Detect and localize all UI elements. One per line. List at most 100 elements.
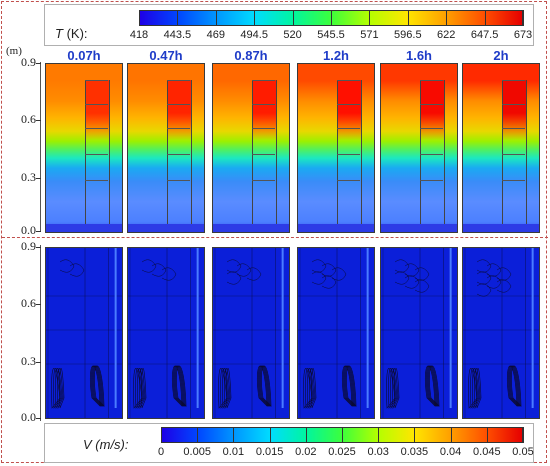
streamline: [394, 368, 400, 409]
velocity-tick-label: 0.03: [367, 446, 389, 458]
velocity-tick-label: 0.01: [222, 446, 245, 458]
velocity-panel: [127, 247, 205, 419]
heater-core: [337, 80, 363, 230]
core-grid-line: [252, 180, 276, 181]
temperature-panel: [127, 63, 205, 233]
streamline: [331, 267, 347, 281]
velocity-legend-title: V (m/s):: [83, 437, 129, 452]
velocity-panel: [212, 247, 290, 419]
core-grid-line: [502, 104, 526, 105]
streamline: [321, 275, 337, 289]
streamline: [404, 275, 420, 289]
velocity-tick-mark: [305, 427, 307, 443]
streamline: [93, 365, 105, 407]
wall-stripe: [114, 248, 117, 408]
time-label: 0.07h: [67, 48, 101, 63]
streamline: [404, 263, 420, 277]
temperature-tick-mark: [254, 10, 256, 26]
streamline: [224, 368, 231, 410]
core-grid-line: [420, 80, 444, 81]
streamline: [236, 263, 252, 277]
core-grid-line: [420, 154, 444, 155]
streamline: [394, 259, 410, 273]
temperature-tick-label: 494.5: [240, 29, 268, 41]
temperature-tick-mark: [139, 10, 140, 26]
streamline: [428, 365, 440, 407]
streamline: [321, 263, 337, 277]
velocity-tick-mark: [342, 427, 343, 443]
y-axis-upper: [40, 62, 41, 232]
streamline: [486, 263, 502, 277]
streamline: [226, 259, 242, 273]
streamline: [260, 365, 272, 407]
core-grid-line: [85, 154, 109, 155]
temperature-tick-label: 520: [283, 29, 302, 41]
core-grid-line: [167, 128, 191, 129]
core-grid-line: [420, 104, 444, 105]
temperature-tick-mark: [331, 10, 332, 26]
y-tick-label-lower: 0.3: [21, 354, 36, 368]
heater-core: [167, 80, 193, 230]
y-tick-label-upper: 0.3: [21, 170, 36, 184]
core-grid-line: [502, 154, 526, 155]
streamline: [226, 368, 232, 409]
core-grid-line: [167, 104, 191, 105]
wall-stripe: [449, 248, 452, 408]
temperature-tick-mark: [369, 10, 371, 26]
heater-core: [420, 80, 446, 230]
core-grid-line: [252, 80, 276, 81]
streamline: [476, 368, 482, 409]
velocity-tick-mark: [269, 427, 271, 443]
velocity-streamlines: [381, 248, 457, 418]
temperature-tick-label: 596.5: [394, 29, 422, 41]
temperature-panel: [297, 63, 375, 233]
velocity-tick-mark: [523, 427, 524, 443]
streamline: [486, 275, 502, 289]
velocity-tick-mark: [197, 427, 199, 443]
panel-base: [463, 224, 539, 232]
temperature-tick-label: 622: [437, 29, 456, 41]
velocity-tick-label: 0.04: [439, 446, 462, 458]
temperature-legend: T (K): 418 443.5 469 494.5 520 545.5 571 596.5 6…: [44, 4, 534, 46]
core-grid-line: [337, 154, 361, 155]
velocity-streamlines: [128, 248, 204, 418]
streamline: [311, 368, 317, 409]
streamline: [137, 368, 145, 410]
temperature-tick-mark: [292, 10, 294, 26]
y-tick-label-lower: 0.9: [21, 239, 36, 253]
y-tick-label-lower: 0.6: [21, 296, 36, 310]
y-tick-label-upper: 0.0: [21, 223, 36, 237]
streamline: [414, 279, 430, 293]
core-grid-line: [85, 180, 109, 181]
wall-stripe: [531, 248, 534, 408]
time-label: 0.87h: [234, 48, 268, 63]
wall-stripe: [281, 248, 284, 408]
time-label: 0.47h: [149, 48, 183, 63]
streamline: [476, 271, 492, 285]
core-grid-line: [337, 180, 361, 181]
temperature-tick-label: 647.5: [470, 29, 499, 41]
streamline: [55, 368, 63, 410]
core-grid-line: [167, 180, 191, 181]
streamline: [141, 259, 157, 273]
streamline: [392, 368, 399, 410]
y-tick-mark: [36, 231, 41, 232]
velocity-tick-mark: [233, 427, 235, 443]
velocity-tick-label: 0.035: [400, 446, 429, 458]
temperature-tick-label: 571: [360, 29, 379, 41]
temperature-tick-mark: [484, 10, 486, 26]
temperature-tick-mark: [523, 10, 524, 26]
velocity-panel: [45, 247, 123, 419]
streamline: [161, 267, 177, 281]
temperature-tick-mark: [215, 10, 217, 26]
y-tick-mark: [36, 63, 41, 64]
velocity-panel: [297, 247, 375, 419]
velocity-tick-label: 0.015: [255, 446, 284, 458]
core-grid-line: [337, 80, 361, 81]
velocity-tick-mark: [161, 427, 162, 443]
panel-base: [298, 224, 374, 232]
streamline: [472, 368, 480, 410]
temperature-tick-mark: [446, 10, 448, 26]
temperature-tick-label: 545.5: [317, 29, 345, 41]
velocity-tick-mark: [378, 427, 380, 443]
